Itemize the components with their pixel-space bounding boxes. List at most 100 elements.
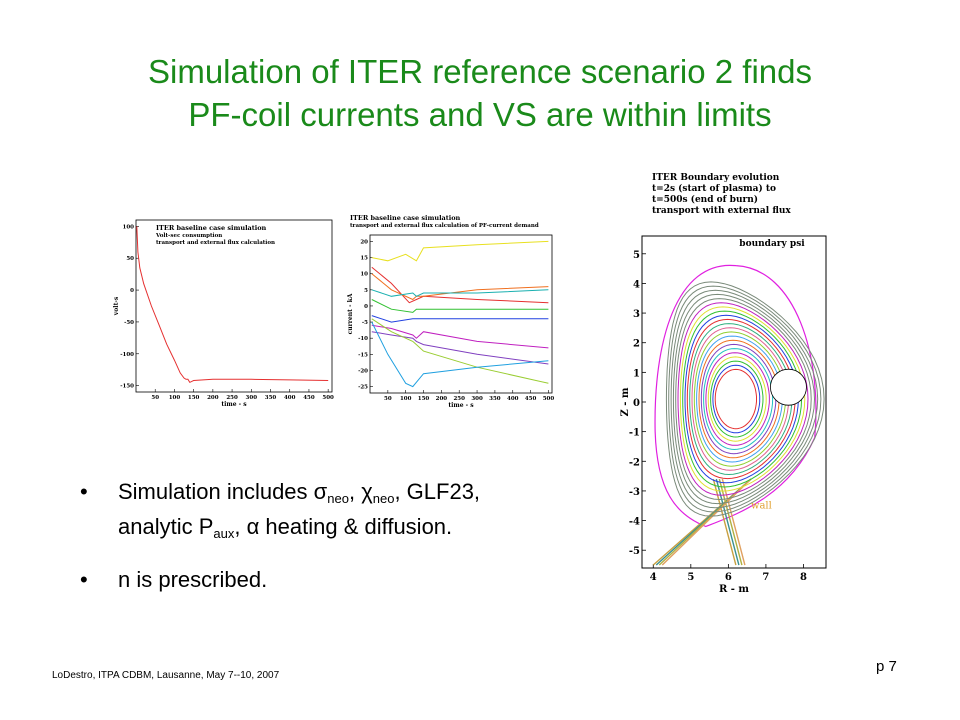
y-tick-label: 10 bbox=[360, 272, 368, 278]
series-line-8 bbox=[371, 331, 549, 365]
bullet-1-comma: , bbox=[348, 479, 362, 504]
boundary-contour bbox=[700, 343, 777, 455]
divertor-leg bbox=[721, 478, 746, 566]
boundary-contour bbox=[703, 348, 774, 451]
x-tick-label: 250 bbox=[453, 396, 465, 402]
y-tick-label: 2 bbox=[633, 339, 640, 350]
x-tick-label: 450 bbox=[525, 396, 537, 402]
boundary-contour bbox=[696, 335, 783, 463]
x-tick-label: 50 bbox=[151, 395, 159, 401]
aux-subscript: aux bbox=[213, 526, 235, 541]
divertor-leg bbox=[661, 478, 752, 566]
x-axis-label: time - s bbox=[448, 402, 474, 409]
boundary-contour bbox=[684, 314, 799, 484]
chart-subtitle: Volt-sec consumption bbox=[155, 233, 222, 239]
chart-subtitle: transport and external flux calculation … bbox=[350, 223, 539, 229]
bullet-1-line2-mid: , bbox=[234, 514, 247, 539]
chart-title: ITER baseline case simulation bbox=[350, 214, 461, 222]
y-tick-label: -15 bbox=[358, 352, 368, 358]
x-tick-label: 4 bbox=[650, 572, 657, 583]
y-tick-label: 1 bbox=[633, 368, 640, 379]
y-tick-label: 15 bbox=[360, 256, 368, 262]
series-line-2 bbox=[371, 266, 549, 304]
x-tick-label: 250 bbox=[226, 395, 238, 401]
boundary-contour bbox=[714, 368, 757, 430]
chart-title: ITER Boundary evolution bbox=[652, 173, 780, 183]
bullet-glyph-2: • bbox=[80, 567, 88, 592]
divertor-leg bbox=[718, 478, 743, 566]
series-line-4 bbox=[371, 289, 549, 297]
y-tick-label: -150 bbox=[120, 384, 134, 390]
y-tick-label: 50 bbox=[126, 256, 134, 262]
boundary-contour bbox=[710, 360, 764, 438]
bullet-glyph: • bbox=[80, 479, 88, 504]
boundary-contour bbox=[665, 281, 825, 517]
x-tick-label: 450 bbox=[303, 395, 315, 401]
x-tick-label: 50 bbox=[384, 396, 392, 402]
divertor-leg bbox=[715, 478, 740, 566]
x-tick-label: 100 bbox=[400, 396, 412, 402]
sigma-symbol: σ bbox=[313, 479, 328, 504]
y-tick-label: -25 bbox=[358, 385, 368, 391]
series-line-7 bbox=[371, 324, 549, 349]
y-tick-label: -5 bbox=[629, 546, 640, 557]
wall-label: wall bbox=[751, 501, 772, 512]
y-tick-label: -3 bbox=[629, 487, 640, 498]
y-axis-label: current - kA bbox=[347, 293, 354, 334]
y-tick-label: -20 bbox=[358, 368, 368, 374]
series-line-1 bbox=[136, 226, 329, 384]
y-tick-label: -10 bbox=[358, 336, 368, 342]
chart-subtitle: transport with external flux bbox=[652, 206, 791, 216]
slide-title-line2: PF-coil currents and VS are within limit… bbox=[188, 96, 772, 133]
y-tick-label: -5 bbox=[362, 320, 368, 326]
bullet-1-line2: analytic P bbox=[118, 514, 214, 539]
chi-symbol: χ bbox=[361, 479, 373, 504]
page-number: p 7 bbox=[876, 658, 897, 675]
x-tick-label: 200 bbox=[207, 395, 219, 401]
boundary-contour bbox=[672, 293, 816, 505]
boundary-contour bbox=[682, 310, 803, 488]
y-tick-label: -100 bbox=[120, 352, 134, 358]
slide-title-line1: Simulation of ITER reference scenario 2 … bbox=[148, 53, 812, 90]
y-tick-label: 100 bbox=[123, 224, 135, 230]
x-axis-label: time - s bbox=[221, 401, 247, 408]
x-tick-label: 150 bbox=[418, 396, 430, 402]
x-tick-label: 400 bbox=[284, 395, 296, 401]
y-tick-label: 0 bbox=[364, 304, 368, 310]
x-tick-label: 350 bbox=[265, 395, 277, 401]
bullet-2-text: n is prescribed. bbox=[118, 567, 268, 592]
series-line-1 bbox=[371, 240, 549, 262]
bullet-list: • Simulation includes σneo, χneo, GLF23,… bbox=[80, 478, 600, 612]
y-tick-label: -2 bbox=[629, 457, 640, 468]
x-tick-label: 6 bbox=[725, 572, 732, 583]
wall-outline bbox=[654, 264, 817, 528]
x-tick-label: 8 bbox=[800, 572, 807, 583]
chart-subtitle: transport and external flux calculation bbox=[156, 240, 275, 246]
x-tick-label: 400 bbox=[507, 396, 519, 402]
x-tick-label: 500 bbox=[543, 396, 555, 402]
y-axis-label: volt-s bbox=[113, 296, 120, 316]
bullet-1-line2-post: heating & diffusion. bbox=[259, 514, 453, 539]
boundary-contour bbox=[686, 318, 796, 480]
y-tick-label: 4 bbox=[633, 279, 640, 290]
x-tick-label: 300 bbox=[471, 396, 483, 402]
y-tick-label: 5 bbox=[633, 250, 640, 261]
y-tick-label: 0 bbox=[130, 288, 134, 294]
series-line-6 bbox=[371, 315, 549, 323]
y-tick-label: 0 bbox=[633, 398, 640, 409]
plot-frame bbox=[135, 219, 333, 393]
x-axis-label: R - m bbox=[719, 584, 749, 595]
neo-subscript: neo bbox=[327, 491, 349, 506]
y-tick-label: 5 bbox=[364, 288, 368, 294]
y-axis-label: Z - m bbox=[620, 387, 631, 416]
boundary-contour bbox=[707, 356, 767, 442]
x-tick-label: 500 bbox=[322, 395, 334, 401]
y-tick-label: -1 bbox=[629, 428, 640, 439]
x-tick-label: 7 bbox=[762, 572, 769, 583]
boundary-contour bbox=[677, 302, 809, 496]
y-tick-label: 20 bbox=[360, 239, 368, 245]
boundary-contour bbox=[693, 331, 787, 467]
chart-subtitle: t=500s (end of burn) bbox=[652, 194, 758, 205]
series-line-5 bbox=[371, 299, 549, 313]
